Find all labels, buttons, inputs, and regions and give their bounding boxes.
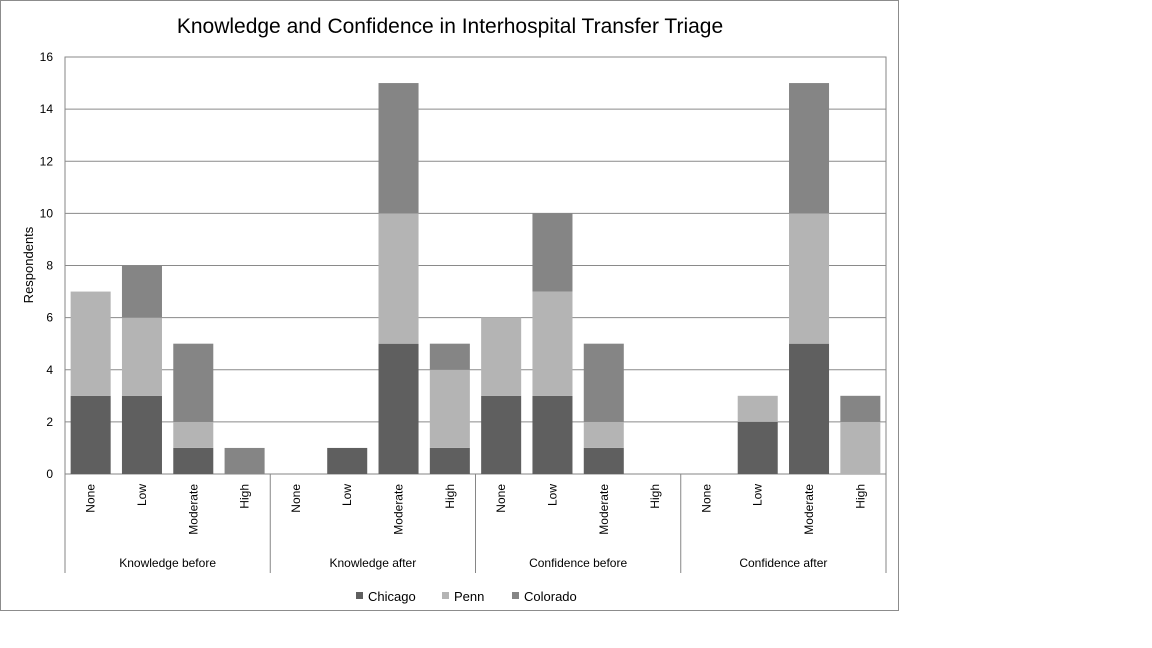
x-category-label: Moderate — [186, 484, 200, 535]
x-category-label: High — [238, 484, 252, 509]
legend-swatch-chicago — [356, 592, 363, 599]
x-group-label: Confidence after — [739, 556, 827, 570]
x-category-label: Moderate — [392, 484, 406, 535]
y-tick-label: 8 — [46, 259, 53, 273]
y-tick-label: 0 — [46, 467, 53, 481]
bar-colorado — [121, 265, 162, 318]
x-category-label: None — [84, 484, 98, 513]
legend: Chicago Penn Colorado — [356, 589, 577, 604]
y-tick-label: 2 — [46, 415, 53, 429]
y-tick-label: 6 — [46, 311, 53, 325]
bar-penn — [532, 291, 573, 396]
x-category-label: High — [443, 484, 457, 509]
bar-penn — [378, 213, 419, 344]
chart-frame: Knowledge and Confidence in Interhospita… — [0, 0, 899, 611]
bar-colorado — [532, 213, 573, 292]
bar-penn — [481, 317, 522, 396]
x-category-label: High — [853, 484, 867, 509]
y-tick-label: 12 — [40, 154, 54, 168]
bar-penn — [840, 421, 881, 474]
bar-chicago — [583, 447, 624, 474]
bar-chicago — [378, 343, 419, 474]
bar-penn — [121, 317, 162, 396]
y-tick-label: 16 — [40, 50, 54, 64]
y-tick-label: 10 — [40, 206, 54, 220]
bar-penn — [583, 421, 624, 448]
y-tick-label: 14 — [40, 102, 54, 116]
bar-chicago — [70, 395, 111, 474]
bar-colorado — [173, 343, 214, 422]
x-category-label: Low — [340, 484, 354, 506]
bar-chicago — [327, 447, 368, 474]
bar-colorado — [583, 343, 624, 422]
x-category-label: None — [289, 484, 303, 513]
x-category-label: Moderate — [802, 484, 816, 535]
x-category-label: None — [494, 484, 508, 513]
bar-penn — [429, 369, 470, 448]
x-category-label: Moderate — [597, 484, 611, 535]
bar-penn — [789, 213, 830, 344]
x-group-label: Confidence before — [529, 556, 627, 570]
x-category-label: Low — [135, 484, 149, 506]
y-axis-title: Respondents — [21, 226, 36, 303]
stacked-bar-chart: Knowledge and Confidence in Interhospita… — [21, 15, 887, 604]
bar-chicago — [737, 421, 778, 474]
x-group-label: Knowledge after — [330, 556, 417, 570]
bar-penn — [70, 291, 111, 396]
legend-label-colorado: Colorado — [524, 589, 577, 604]
bar-chicago — [121, 395, 162, 474]
bar-penn — [737, 395, 778, 422]
bar-chicago — [789, 343, 830, 474]
legend-swatch-penn — [442, 592, 449, 599]
bar-chicago — [173, 447, 214, 474]
bar-chicago — [481, 395, 522, 474]
bar-chicago — [429, 447, 470, 474]
x-category-label: None — [699, 484, 713, 513]
chart-title: Knowledge and Confidence in Interhospita… — [177, 15, 723, 38]
x-category-label: High — [648, 484, 662, 509]
bar-colorado — [224, 447, 265, 474]
bar-colorado — [840, 395, 881, 422]
bar-colorado — [789, 83, 830, 214]
x-category-label: Low — [751, 484, 765, 506]
y-tick-label: 4 — [46, 363, 53, 377]
bar-penn — [173, 421, 214, 448]
bar-chicago — [532, 395, 573, 474]
plot-area: 0 2 4 6 8 10 12 14 16 None Low Moderate High None Low M… — [40, 50, 887, 573]
legend-swatch-colorado — [512, 592, 519, 599]
legend-label-penn: Penn — [454, 589, 484, 604]
bar-colorado — [378, 83, 419, 214]
x-group-label: Knowledge before — [119, 556, 216, 570]
x-category-label: Low — [545, 484, 559, 506]
legend-label-chicago: Chicago — [368, 589, 416, 604]
bar-colorado — [429, 343, 470, 370]
